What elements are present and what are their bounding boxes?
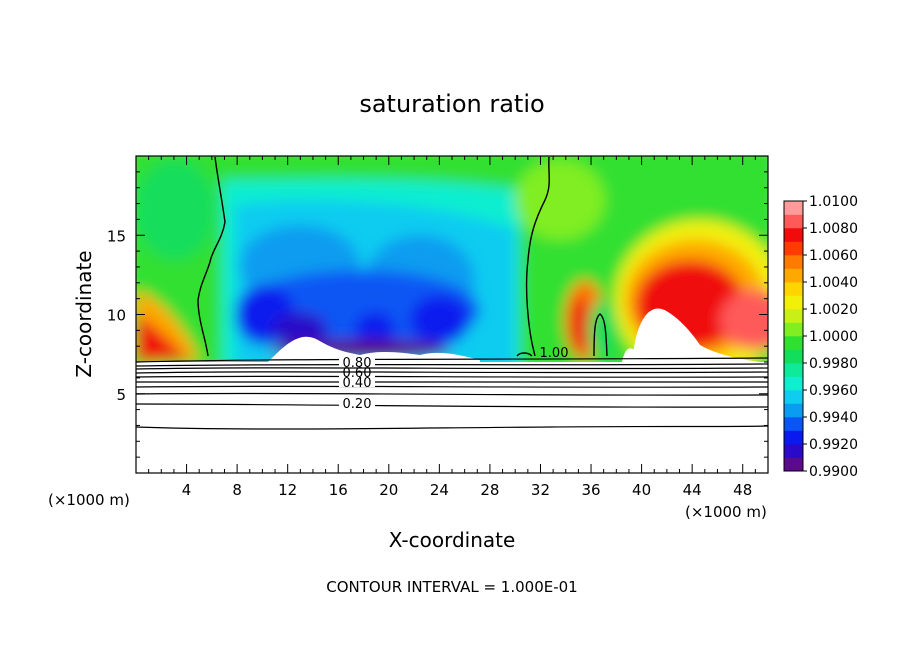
x-axis-label: X-coordinate bbox=[389, 528, 516, 552]
x-tick-label: 4 bbox=[182, 481, 192, 499]
colorbar-segment bbox=[784, 336, 803, 350]
contour-interval-note: CONTOUR INTERVAL = 1.000E-01 bbox=[326, 578, 577, 596]
chart-title: saturation ratio bbox=[359, 90, 544, 118]
x-tick-label: 44 bbox=[683, 481, 702, 499]
saturation-field bbox=[136, 156, 768, 362]
colorbar-segment bbox=[784, 228, 803, 242]
colorbar-segment bbox=[784, 376, 803, 391]
x-axis-unit: (×1000 m) bbox=[685, 503, 767, 521]
colorbar-label: 0.9940 bbox=[809, 410, 858, 426]
contour-label-0.40: 0.40 bbox=[343, 376, 372, 391]
colorbar-segment bbox=[784, 255, 803, 269]
x-tick-labels: 4 8 12 16 20 24 28 32 36 40 44 48 bbox=[182, 481, 752, 499]
colorbar-segment bbox=[784, 363, 803, 377]
colorbar-segment bbox=[784, 457, 803, 472]
colorbar: 0.9900 0.9920 0.9940 0.9960 0.9980 1.0000 1.00… bbox=[783, 194, 858, 480]
y-axis-label: Z-coordinate bbox=[72, 250, 96, 377]
y-tick-labels: 5 10 15 bbox=[107, 227, 126, 404]
x-tick-label: 40 bbox=[632, 481, 651, 499]
colorbar-label: 1.0080 bbox=[809, 221, 858, 237]
colorbar-segment bbox=[784, 349, 803, 364]
colorbar-segment bbox=[784, 268, 803, 283]
x-tick-label: 12 bbox=[278, 481, 297, 499]
colorbar-segment bbox=[784, 309, 803, 323]
x-tick-label: 8 bbox=[232, 481, 242, 499]
colorbar-segment bbox=[784, 390, 803, 404]
colorbar-segment bbox=[784, 241, 803, 256]
contour-lines-upper bbox=[197, 156, 608, 357]
colorbar-segment bbox=[784, 444, 803, 458]
y-tick-label: 5 bbox=[116, 386, 126, 404]
x-tick-label: 48 bbox=[733, 481, 752, 499]
colorbar-segment bbox=[784, 403, 803, 418]
colorbar-label: 0.9900 bbox=[809, 464, 858, 480]
axis-ticks bbox=[136, 156, 768, 473]
contour-label-0.20: 0.20 bbox=[343, 397, 372, 412]
colorbar-segment bbox=[784, 417, 803, 431]
contour-lines-lower bbox=[135, 357, 769, 430]
x-tick-label: 16 bbox=[329, 481, 348, 499]
x-tick-label: 32 bbox=[531, 481, 550, 499]
colorbar-segment bbox=[784, 430, 803, 445]
colorbar-label: 1.0020 bbox=[809, 302, 858, 318]
contour-labels: 0.80 0.60 0.40 0.20 1.00 bbox=[339, 346, 568, 412]
y-axis-unit: (×1000 m) bbox=[48, 491, 130, 509]
colorbar-label: 0.9980 bbox=[809, 356, 858, 372]
contour-label-1.00: 1.00 bbox=[540, 346, 569, 361]
contour-label-0.80: 0.80 bbox=[343, 356, 372, 371]
colorbar-label: 1.0060 bbox=[809, 248, 858, 264]
colorbar-segment bbox=[784, 282, 803, 296]
colorbar-segment bbox=[784, 214, 803, 229]
contour-label-0.60: 0.60 bbox=[343, 366, 372, 381]
colorbar-label: 0.9920 bbox=[809, 437, 858, 453]
colorbar-label: 1.0100 bbox=[809, 194, 858, 210]
colorbar-label: 1.0040 bbox=[809, 275, 858, 291]
x-tick-label: 24 bbox=[430, 481, 449, 499]
x-tick-label: 28 bbox=[480, 481, 499, 499]
y-tick-label: 15 bbox=[107, 227, 126, 245]
x-tick-label: 20 bbox=[379, 481, 398, 499]
y-tick-label: 10 bbox=[107, 307, 126, 325]
colorbar-label: 0.9960 bbox=[809, 383, 858, 399]
colorbar-segment bbox=[784, 322, 803, 337]
colorbar-segment bbox=[784, 201, 803, 215]
colorbar-segment bbox=[784, 295, 803, 310]
colorbar-label: 1.0000 bbox=[809, 329, 858, 345]
x-tick-label: 36 bbox=[581, 481, 600, 499]
